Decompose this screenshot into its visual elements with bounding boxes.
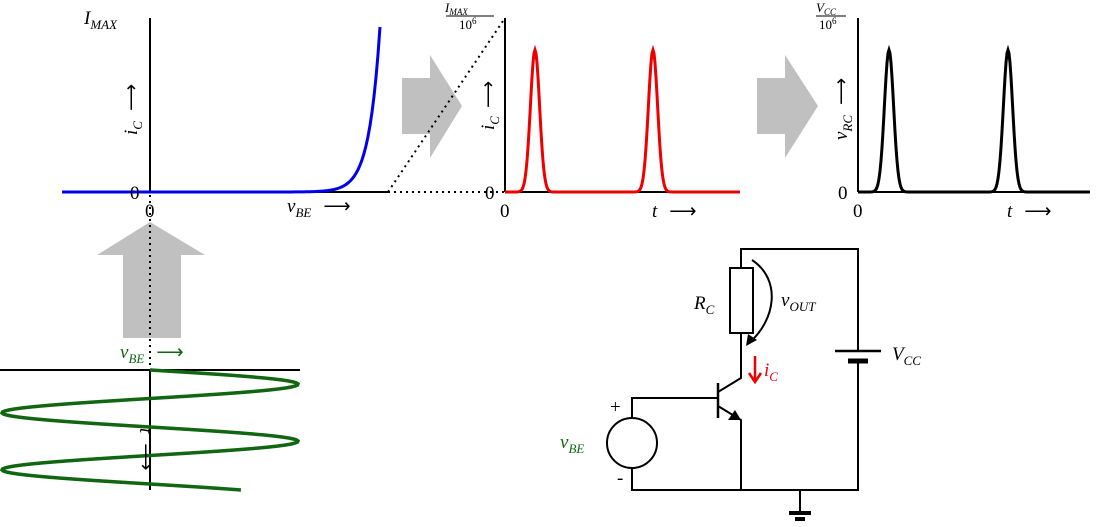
wire: [631, 248, 859, 491]
voltage-pulses: [858, 44, 1090, 194]
supply-label: VCC: [892, 344, 921, 368]
current-pulses: [505, 44, 740, 194]
origin-x-label: 0: [500, 201, 510, 222]
x-axis-label: vBE ⟶: [120, 342, 184, 366]
emitter-arrow: [728, 410, 741, 420]
voltage-arrow: [749, 259, 773, 343]
origin-x-label: 0: [145, 201, 155, 222]
plus-sign: +: [610, 397, 621, 418]
y-max-numerator: VCC: [816, 0, 837, 17]
x-axis-label: vBE ⟶: [287, 196, 351, 220]
origin-x-label: 0: [853, 201, 863, 222]
projection-line: [387, 17, 506, 193]
voltage-source: [606, 417, 658, 469]
minus-sign: -: [617, 468, 623, 489]
y-axis-label: vRC⟶: [831, 78, 855, 140]
arrow-head: [746, 334, 757, 346]
input-sine: [0, 368, 301, 492]
origin-y-label: 0: [485, 183, 495, 204]
y-axis-label: iC⟶: [478, 81, 502, 130]
y-max-denominator: 106: [819, 16, 837, 32]
transistor: [717, 333, 742, 490]
origin-y-label: 0: [130, 183, 140, 204]
x-axis-label: t ⟶: [1007, 201, 1052, 222]
y-axis-label: iC⟶: [121, 84, 145, 135]
flow-arrow: [402, 55, 462, 158]
transfer-curve: [62, 26, 382, 194]
x-axis-label: t ⟶: [652, 201, 697, 222]
output-label: vOUT: [781, 290, 816, 314]
y-axis-label: t⟶: [135, 428, 156, 471]
resistor-label: RC: [693, 293, 715, 317]
arrow-head: [747, 372, 763, 385]
y-max-denominator: 106: [459, 16, 477, 32]
source-label: vBE: [560, 432, 584, 456]
y-max-label: IMAX: [83, 8, 118, 32]
resistor: [729, 267, 754, 334]
origin-y-label: 0: [838, 183, 848, 204]
current-label: iC: [764, 360, 778, 384]
y-max-numerator: IMAX: [444, 0, 468, 17]
flow-arrow: [757, 55, 818, 158]
